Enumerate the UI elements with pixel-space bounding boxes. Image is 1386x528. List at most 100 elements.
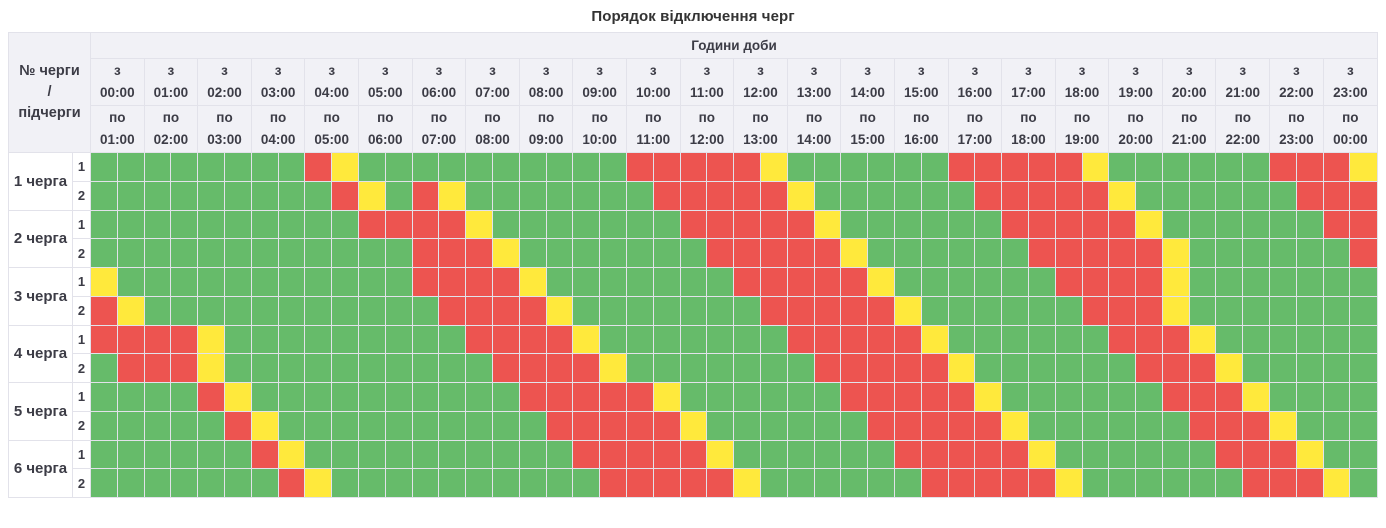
- schedule-cell: [545, 209, 574, 240]
- schedule-cell: [1242, 468, 1271, 498]
- schedule-cell: [733, 439, 761, 470]
- schedule-cell: [1135, 439, 1163, 470]
- schedule-cell: [277, 267, 306, 297]
- schedule-cell: [947, 468, 976, 498]
- schedule-cell: [357, 209, 386, 240]
- schedule-cell: [625, 209, 654, 240]
- schedule-cell: [1054, 353, 1083, 383]
- schedule-cell: [465, 152, 493, 182]
- schedule-cell: [652, 180, 681, 211]
- schedule-cell: [384, 410, 413, 441]
- schedule-cell: [384, 468, 413, 498]
- schedule-cell: [197, 382, 225, 412]
- schedule-cell: [1054, 267, 1083, 297]
- schedule-cell: [625, 180, 654, 211]
- schedule-cell: [599, 439, 627, 470]
- schedule-cell: [652, 295, 681, 326]
- schedule-cell: [1295, 295, 1324, 326]
- schedule-cell: [572, 382, 601, 412]
- schedule-cell: [438, 238, 467, 268]
- schedule-cell: [679, 238, 708, 268]
- schedule-cell: [1215, 468, 1244, 498]
- schedule-cell: [1215, 152, 1244, 182]
- schedule-cell: [1161, 152, 1190, 182]
- schedule-cell: [947, 238, 976, 268]
- schedule-cell: [947, 267, 976, 297]
- schedule-cell: [1215, 295, 1244, 326]
- schedule-cell: [357, 267, 386, 297]
- schedule-cell: [1349, 410, 1378, 441]
- schedule-cell: [143, 209, 172, 240]
- schedule-cell: [1269, 439, 1297, 470]
- schedule-cell: [1242, 209, 1271, 240]
- schedule-cell: [733, 295, 761, 326]
- schedule-cell: [867, 152, 895, 182]
- subqueue-label: 2: [71, 410, 92, 441]
- schedule-cell: [679, 353, 708, 383]
- schedule-cell: [813, 439, 842, 470]
- schedule-row: 3 черга 1: [8, 267, 1378, 326]
- schedule-cell: [224, 267, 252, 297]
- schedule-cell: [947, 209, 976, 240]
- schedule-cell: [1161, 410, 1190, 441]
- schedule-cell: [1215, 180, 1244, 211]
- schedule-cell: [813, 410, 842, 441]
- schedule-cell: [1001, 353, 1029, 383]
- schedule-cell: [1001, 324, 1029, 355]
- schedule-cell: [867, 410, 895, 441]
- schedule-cell: [893, 410, 922, 441]
- outage-schedule-table: № черги / підчерги Години доби з 00:00 з 01…: [7, 32, 1379, 498]
- hour-from-header: з 11:00: [679, 58, 735, 106]
- schedule-cell: [250, 152, 279, 182]
- schedule-cell: [759, 382, 788, 412]
- hour-from-header: з 00:00: [90, 58, 145, 106]
- schedule-cell: [384, 439, 413, 470]
- schedule-cell: [116, 439, 145, 470]
- schedule-cell: [197, 468, 225, 498]
- schedule-cell: [1322, 267, 1351, 297]
- hour-to-header: по 20:00: [1108, 105, 1163, 153]
- schedule-cell: [733, 382, 761, 412]
- schedule-cell: [920, 324, 949, 355]
- schedule-cell: [1135, 238, 1163, 268]
- schedule-cell: [840, 410, 869, 441]
- schedule-cell: [813, 353, 842, 383]
- schedule-cell: [947, 410, 976, 441]
- schedule-cell: [277, 324, 306, 355]
- schedule-cell: [277, 410, 306, 441]
- schedule-cell: [893, 295, 922, 326]
- schedule-cell: [224, 353, 252, 383]
- schedule-cell: [143, 295, 172, 326]
- schedule-cell: [599, 267, 627, 297]
- schedule-cell: [170, 382, 199, 412]
- schedule-cell: [813, 152, 842, 182]
- schedule-cell: [384, 353, 413, 383]
- schedule-cell: [90, 180, 118, 211]
- schedule-cell: [1108, 180, 1137, 211]
- hour-from-header: з 09:00: [572, 58, 627, 106]
- schedule-cell: [1242, 353, 1271, 383]
- schedule-cell: [706, 410, 735, 441]
- schedule-cell: [840, 439, 869, 470]
- schedule-cell: [947, 324, 976, 355]
- schedule-cell: [116, 209, 145, 240]
- hour-from-header: з 01:00: [143, 58, 199, 106]
- schedule-cell: [786, 324, 815, 355]
- schedule-cell: [1295, 353, 1324, 383]
- schedule-cell: [1349, 209, 1378, 240]
- schedule-cell: [1135, 382, 1163, 412]
- schedule-cell: [1215, 382, 1244, 412]
- schedule-cell: [1001, 439, 1029, 470]
- hour-to-header: по 21:00: [1161, 105, 1217, 153]
- schedule-cell: [1188, 439, 1217, 470]
- schedule-cell: [1081, 353, 1110, 383]
- hour-to-header: по 16:00: [893, 105, 949, 153]
- schedule-row: 2 черга 1: [8, 209, 1378, 268]
- schedule-cell: [1322, 468, 1351, 498]
- schedule-cell: [197, 439, 225, 470]
- schedule-cell: [786, 410, 815, 441]
- hour-from-header: з 08:00: [518, 58, 574, 106]
- schedule-cell: [116, 468, 145, 498]
- hour-to-header: по 01:00: [90, 105, 145, 153]
- schedule-cell: [90, 353, 118, 383]
